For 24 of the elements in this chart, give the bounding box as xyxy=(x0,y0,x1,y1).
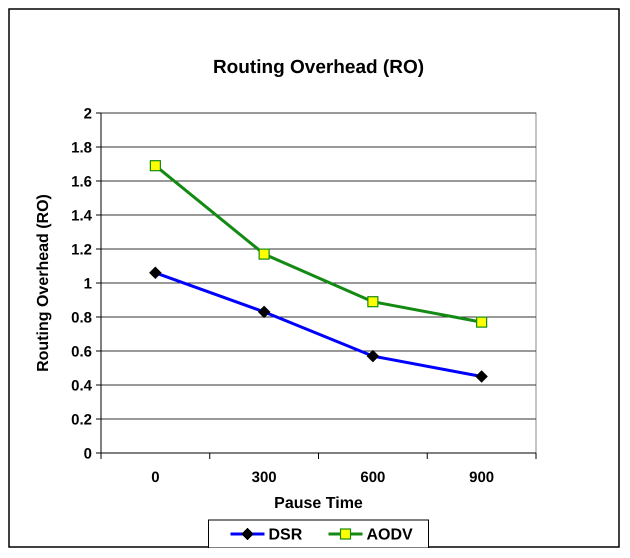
x-tick-label: 300 xyxy=(252,469,277,486)
y-tick-label: 0.8 xyxy=(71,309,92,326)
y-tick-label: 2 xyxy=(84,105,92,122)
legend-label: AODV xyxy=(366,526,414,544)
y-tick-label: 0.4 xyxy=(71,377,93,394)
chart-title: Routing Overhead (RO) xyxy=(212,57,424,78)
y-tick-label: 1 xyxy=(84,275,92,292)
x-axis-title: Pause Time xyxy=(274,495,363,512)
point xyxy=(367,296,378,308)
y-axis-title: Routing Overhead (RO) xyxy=(35,194,52,372)
legend-label: DSR xyxy=(268,526,303,544)
x-tick-label: 600 xyxy=(360,469,386,486)
y-tick-label: 0.2 xyxy=(71,411,92,428)
y-tick-label: 0 xyxy=(84,445,92,462)
x-tick-label: 900 xyxy=(469,469,494,486)
y-tick-label: 1.2 xyxy=(71,241,92,258)
x-tick-label: 0 xyxy=(151,469,160,486)
y-tick-label: 1.4 xyxy=(71,207,93,224)
y-tick-label: 1.6 xyxy=(71,173,92,190)
y-tick-label: 1.8 xyxy=(71,139,92,156)
point xyxy=(476,316,488,328)
point xyxy=(258,248,270,260)
point xyxy=(150,160,161,172)
y-tick-label: 0.6 xyxy=(71,343,92,360)
